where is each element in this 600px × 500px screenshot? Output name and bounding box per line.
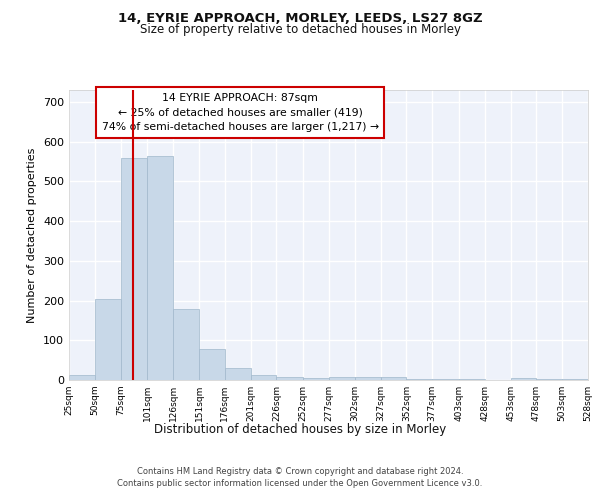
Bar <box>536 379 562 380</box>
Bar <box>406 379 432 380</box>
Bar <box>173 310 199 380</box>
Text: Contains HM Land Registry data © Crown copyright and database right 2024.: Contains HM Land Registry data © Crown c… <box>137 468 463 476</box>
Bar <box>432 379 459 380</box>
Text: 14, EYRIE APPROACH, MORLEY, LEEDS, LS27 8GZ: 14, EYRIE APPROACH, MORLEY, LEEDS, LS27 … <box>118 12 482 26</box>
Bar <box>355 377 380 380</box>
Y-axis label: Number of detached properties: Number of detached properties <box>28 148 37 322</box>
Bar <box>121 158 148 380</box>
Bar <box>251 375 277 380</box>
Text: Distribution of detached houses by size in Morley: Distribution of detached houses by size … <box>154 422 446 436</box>
Bar <box>148 156 173 380</box>
Bar <box>95 298 121 380</box>
Bar <box>199 349 225 380</box>
Bar <box>69 375 95 380</box>
Bar <box>277 377 303 380</box>
Bar <box>225 368 251 380</box>
Bar <box>459 379 485 380</box>
Bar <box>511 378 536 380</box>
Bar <box>380 377 406 380</box>
Bar <box>562 379 588 380</box>
Text: 14 EYRIE APPROACH: 87sqm
← 25% of detached houses are smaller (419)
74% of semi-: 14 EYRIE APPROACH: 87sqm ← 25% of detach… <box>102 93 379 132</box>
Text: Contains public sector information licensed under the Open Government Licence v3: Contains public sector information licen… <box>118 479 482 488</box>
Text: Size of property relative to detached houses in Morley: Size of property relative to detached ho… <box>139 22 461 36</box>
Bar <box>329 377 355 380</box>
Bar <box>303 378 329 380</box>
